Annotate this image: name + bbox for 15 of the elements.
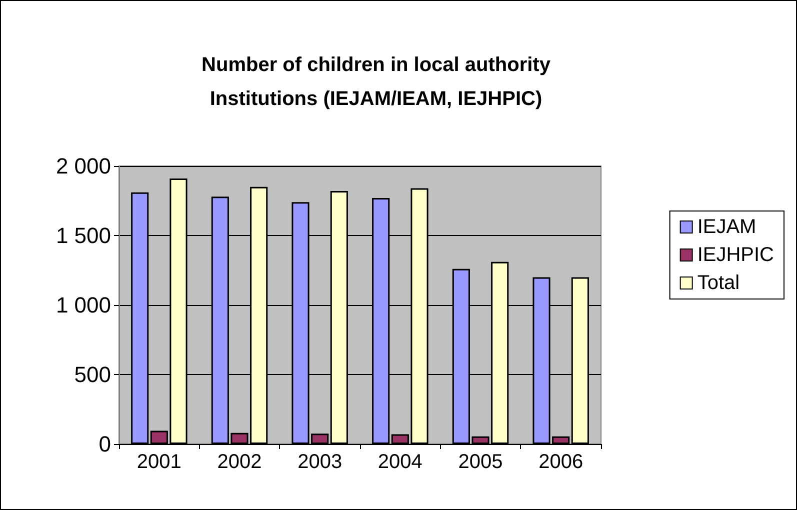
x-tick-label: 2001 [136, 451, 182, 473]
y-tick-label: 500 [74, 362, 111, 387]
x-tick-label: 2002 [217, 451, 262, 473]
legend-label: Total [697, 272, 740, 294]
legend-label: IEJHPIC [697, 244, 774, 266]
x-tick-label: 2003 [298, 451, 342, 473]
y-tick-label: 0 [98, 432, 111, 456]
y-tick-label: 2 000 [56, 154, 111, 178]
legend-label: IEJAM [697, 216, 756, 238]
x-tick-label: 2006 [538, 451, 584, 473]
chart-title: Number of children in local authority Institutions (IEJAM/IEAM, IEJHPIC) [202, 54, 552, 110]
x-tick-label: 2004 [378, 451, 422, 473]
y-tick-label: 1 500 [56, 223, 111, 248]
x-tick-label: 2005 [458, 451, 503, 473]
y-tick-label: 1 000 [56, 292, 111, 318]
